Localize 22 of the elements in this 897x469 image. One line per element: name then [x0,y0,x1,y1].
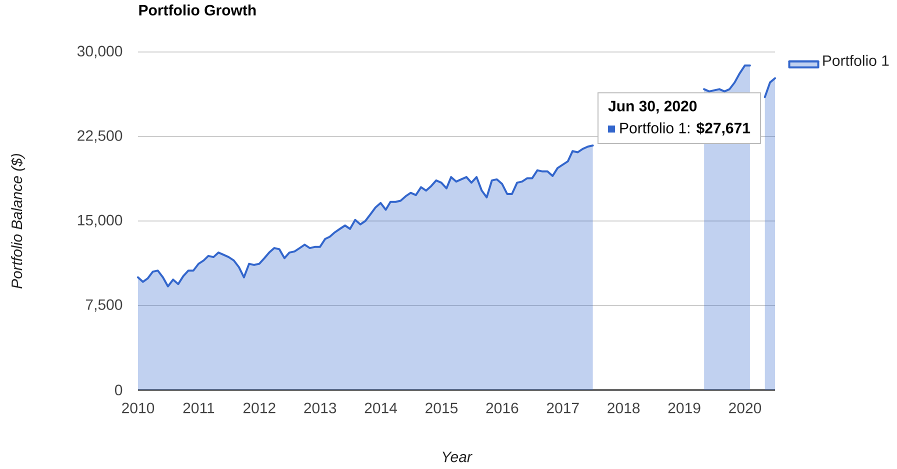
annotation: Portfolio 1: $27,671 [620,122,750,136]
legend-label: Portfolio 1 [823,54,889,66]
y-tick-label: 22,500 [78,130,122,143]
y-axis-title: Portfolio Balance ($) [10,154,26,288]
x-tick-label: 2011 [183,402,214,414]
x-tick-label: 2017 [546,402,579,414]
annotation: Jun 30, 2020 [608,100,697,114]
chart-title: Portfolio Growth [139,4,256,16]
x-tick-label: 2010 [122,402,154,414]
x-axis-title: Year [442,452,472,462]
y-tick-label: 0 [114,384,122,396]
x-tick-label: 2016 [486,402,518,414]
y-tick-label: 30,000 [77,46,122,58]
y-tick-label: 15,000 [78,214,122,228]
x-tick-label: 2019 [668,402,700,414]
y-tick-label: 7,500 [86,299,122,312]
x-tick-label: 2015 [426,402,458,414]
x-tick-label: 2020 [729,402,762,414]
x-tick-label: 2012 [243,402,276,414]
x-tick-label: 2018 [608,402,640,414]
x-tick-label: 2013 [304,402,336,414]
x-tick-label: 2014 [364,402,398,414]
